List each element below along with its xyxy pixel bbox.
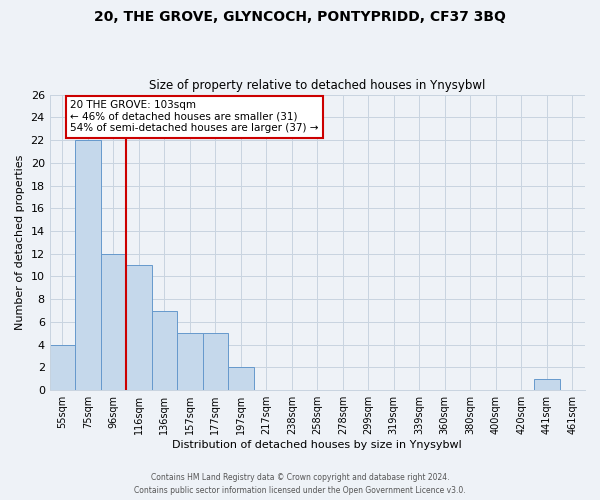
Text: 20 THE GROVE: 103sqm
← 46% of detached houses are smaller (31)
54% of semi-detac: 20 THE GROVE: 103sqm ← 46% of detached h… xyxy=(70,100,319,134)
Bar xyxy=(203,334,228,390)
X-axis label: Distribution of detached houses by size in Ynysybwl: Distribution of detached houses by size … xyxy=(172,440,462,450)
Title: Size of property relative to detached houses in Ynysybwl: Size of property relative to detached ho… xyxy=(149,79,485,92)
Bar xyxy=(228,368,254,390)
Bar xyxy=(50,344,75,390)
Bar xyxy=(177,334,203,390)
Text: Contains HM Land Registry data © Crown copyright and database right 2024.
Contai: Contains HM Land Registry data © Crown c… xyxy=(134,474,466,495)
Bar xyxy=(75,140,101,390)
Bar xyxy=(126,265,152,390)
Bar xyxy=(152,310,177,390)
Bar xyxy=(101,254,126,390)
Y-axis label: Number of detached properties: Number of detached properties xyxy=(15,154,25,330)
Text: 20, THE GROVE, GLYNCOCH, PONTYPRIDD, CF37 3BQ: 20, THE GROVE, GLYNCOCH, PONTYPRIDD, CF3… xyxy=(94,10,506,24)
Bar xyxy=(534,379,560,390)
